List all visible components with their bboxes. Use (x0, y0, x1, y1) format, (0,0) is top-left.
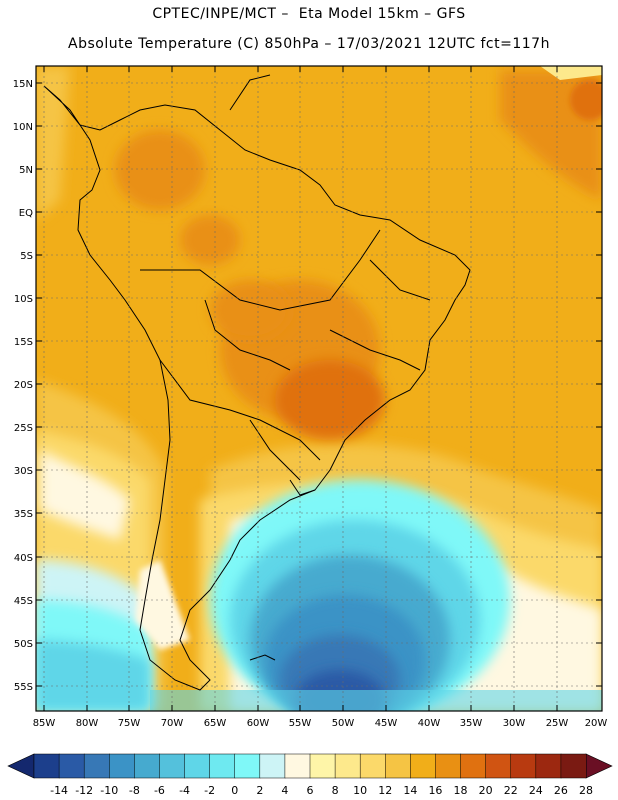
colorbar-label: 26 (554, 784, 568, 797)
colorbar-label: 14 (403, 784, 417, 797)
lon-label: 65W (204, 718, 227, 729)
colorbar-swatch (560, 753, 587, 779)
lon-label: 60W (247, 718, 270, 729)
colorbar-label: -10 (100, 784, 118, 797)
colorbar-swatch (58, 753, 85, 779)
lat-label: EQ (19, 208, 33, 219)
colorbar-swatch (334, 753, 361, 779)
lat-label: 35S (14, 509, 33, 520)
lat-label: 15N (13, 79, 33, 90)
latitude-labels: 15N 10N 5N EQ 5S 10S 15S 20S 25S 30S 35S… (13, 79, 33, 693)
lon-label: 25W (546, 718, 569, 729)
lon-label: 20W (585, 718, 608, 729)
lon-label: 50W (332, 718, 355, 729)
colorbar-swatch (109, 753, 135, 779)
lat-label: 25S (14, 423, 33, 434)
colorbar-swatch (435, 753, 462, 779)
lon-label: 70W (161, 718, 184, 729)
coastline (43, 74, 471, 691)
title-line-1: CPTEC/INPE/MCT – Eta Model 15km – GFS (152, 6, 466, 22)
lon-label: 45W (375, 718, 398, 729)
graticule (36, 66, 602, 711)
lon-label: 75W (118, 718, 141, 729)
colorbar-label: -6 (154, 784, 165, 797)
colorbar-swatch (284, 753, 311, 779)
colorbar-label: 6 (307, 784, 314, 797)
colorbar-swatch (209, 753, 236, 779)
tick-marks (36, 66, 602, 711)
colorbar-swatch (510, 753, 537, 779)
colorbar-swatch (460, 753, 487, 779)
colorbar-swatch (385, 753, 411, 779)
colorbar-label: 22 (504, 784, 518, 797)
lat-label: 10S (14, 294, 33, 305)
colorbar-swatch (184, 753, 211, 779)
colorbar-swatch (309, 753, 336, 779)
title-line-2: Absolute Temperature (C) 850hPa – 17/03/… (68, 36, 550, 52)
colorbar-label: 28 (579, 784, 593, 797)
lat-label: 10N (13, 122, 33, 133)
colorbar-label: 0 (231, 784, 238, 797)
colorbar-label: 12 (378, 784, 392, 797)
lat-label: 20S (14, 380, 33, 391)
colorbar-label: 10 (353, 784, 367, 797)
longitude-labels: 85W 80W 75W 70W 65W 60W 55W 50W 45W 40W … (33, 718, 608, 729)
temperature-field (36, 66, 602, 711)
colorbar-label: -14 (50, 784, 68, 797)
lat-label: 15S (14, 337, 33, 348)
colorbar-left-arrow (7, 753, 35, 779)
lon-label: 55W (289, 718, 312, 729)
colorbar-right-arrow (585, 753, 613, 779)
colorbar-label: -2 (204, 784, 215, 797)
lon-label: 40W (418, 718, 441, 729)
lon-label: 30W (503, 718, 526, 729)
lat-label: 30S (14, 466, 33, 477)
colorbar-swatch (83, 753, 110, 779)
colorbar-label: -8 (129, 784, 140, 797)
lon-label: 35W (460, 718, 483, 729)
colorbar-swatch (134, 753, 160, 779)
colorbar-label: 8 (332, 784, 339, 797)
colorbar-label: -4 (179, 784, 190, 797)
colorbar-swatch (535, 753, 562, 779)
colorbar-swatch (485, 753, 512, 779)
lon-label: 85W (33, 718, 56, 729)
colorbar-label: 20 (479, 784, 493, 797)
colorbar-label: 24 (529, 784, 543, 797)
colorbar-swatch (259, 753, 286, 779)
lat-label: 45S (14, 596, 33, 607)
colorbar-label: 16 (428, 784, 442, 797)
colorbar-swatch (410, 753, 436, 779)
lat-label: 40S (14, 553, 33, 564)
colorbar: -14 -12 -10 -8 -6 -4 -2 0 2 4 6 8 10 12 14 16 18 20 22 24 26… (7, 753, 613, 797)
colorbar-label: -12 (75, 784, 93, 797)
colorbar-swatch (33, 753, 60, 779)
colorbar-swatch (359, 753, 386, 779)
colorbar-swatches (33, 753, 587, 779)
lat-label: 55S (14, 682, 33, 693)
lon-label: 80W (76, 718, 99, 729)
colorbar-label: 4 (281, 784, 288, 797)
lat-label: 5S (20, 251, 33, 262)
map-frame-border (35, 65, 603, 712)
colorbar-swatch (159, 753, 186, 779)
colorbar-label: 18 (454, 784, 468, 797)
colorbar-swatch (234, 753, 261, 779)
lat-label: 5N (19, 165, 33, 176)
lat-label: 50S (14, 639, 33, 650)
colorbar-labels: -14 -12 -10 -8 -6 -4 -2 0 2 4 6 8 10 12 14 16 18 20 22 24 26… (50, 784, 593, 797)
colorbar-label: 2 (256, 784, 263, 797)
